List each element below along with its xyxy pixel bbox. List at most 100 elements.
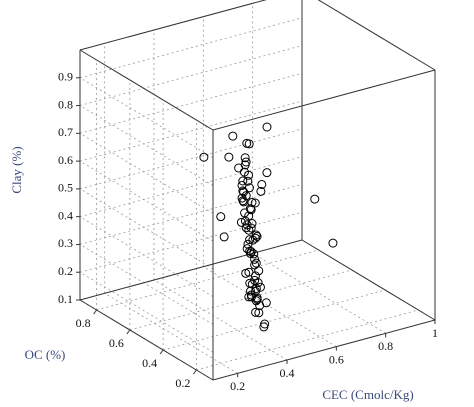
grid-line (79, 216, 214, 298)
z-tick-label: 0.1 (58, 292, 73, 306)
data-point (236, 217, 246, 227)
y-tick (93, 309, 98, 315)
data-point (250, 260, 260, 270)
z-tick-label: 0.8 (58, 97, 73, 111)
y-tick-label: 0.2 (175, 376, 190, 390)
data-point (241, 223, 251, 233)
data-point (237, 180, 247, 190)
z-tick-label: 0.7 (58, 125, 73, 139)
grid-line (79, 244, 214, 325)
data-point (249, 249, 259, 259)
data-point (240, 216, 250, 226)
data-point (247, 198, 257, 208)
grid-line (203, 266, 337, 348)
grid-line (79, 188, 214, 270)
z-tick-label: 0.4 (58, 208, 73, 222)
data-point (219, 232, 229, 242)
y-axis-title: OC (%) (25, 347, 66, 362)
z-tick-label: 0.2 (58, 264, 73, 278)
grid-line (129, 269, 352, 331)
data-point (250, 198, 260, 208)
data-point (246, 223, 256, 233)
x-axis-title: CEC (Cmolc/Kg) (322, 387, 413, 402)
grid-line (96, 249, 319, 311)
z-tick-label: 0.6 (58, 153, 73, 167)
data-point (199, 152, 209, 162)
y-tick (159, 349, 164, 355)
box-edge (79, 0, 267, 51)
grid-line (79, 211, 303, 273)
y-tick-label: 0.8 (76, 316, 91, 330)
data-point (251, 307, 261, 317)
data-point (252, 294, 262, 304)
z-tick-label: 0.9 (58, 70, 73, 84)
z-axis-title: Clay (%) (9, 146, 24, 193)
x-tick-label: 0.4 (280, 366, 295, 380)
data-point (246, 247, 256, 257)
grid-line (79, 184, 303, 245)
grid-line (163, 289, 386, 351)
data-point (245, 235, 255, 245)
data-point (216, 212, 226, 222)
x-tick-label: 0.2 (230, 379, 245, 393)
box-edge (317, 0, 436, 71)
data-point (238, 186, 248, 196)
grid-line (79, 156, 303, 218)
data-point (254, 266, 264, 276)
y-tick-label: 0.4 (142, 356, 157, 370)
grid-line (79, 72, 303, 134)
data-point (246, 286, 256, 296)
data-point (262, 122, 272, 132)
box-edge (79, 49, 214, 131)
grid-line (79, 45, 303, 106)
x-tick-label: 1 (432, 326, 438, 340)
data-point (254, 308, 264, 318)
grid-line (79, 160, 214, 242)
data-point (245, 248, 255, 258)
grid-line (79, 77, 214, 159)
y-tick (192, 369, 197, 375)
data-point (328, 238, 338, 248)
box-edge (301, 239, 436, 321)
data-point (238, 176, 248, 186)
data-point (257, 179, 267, 189)
data-point (241, 191, 251, 201)
y-tick (126, 329, 131, 335)
grid-line (79, 271, 214, 353)
data-point (256, 186, 266, 196)
grid-line (79, 105, 214, 186)
z-tick-label: 0.5 (58, 181, 73, 195)
grid-line (79, 128, 303, 190)
grid-line (104, 292, 238, 374)
data-point (255, 282, 265, 292)
data-point (240, 153, 250, 163)
data-point (244, 139, 254, 149)
grid-line (79, 132, 214, 214)
box-edge (212, 69, 436, 131)
data-point (250, 233, 260, 243)
x-tick-label: 0.6 (329, 352, 344, 366)
box-edge (212, 319, 436, 381)
z-tick-label: 0.3 (58, 236, 73, 250)
data-point (248, 235, 258, 245)
y-tick-label: 0.6 (109, 336, 124, 350)
grid-line (153, 279, 288, 361)
data-point (228, 131, 238, 141)
data-point (251, 296, 261, 306)
grid-line (79, 17, 303, 79)
data-point (247, 219, 257, 229)
data-point (310, 194, 320, 204)
data-point (224, 152, 234, 162)
data-point (244, 211, 254, 221)
data-point (243, 176, 253, 186)
data-point (261, 298, 271, 308)
grid-line (79, 100, 303, 162)
grid-line (252, 252, 386, 334)
box-edge (79, 299, 214, 381)
data-point (241, 157, 251, 167)
x-tick-label: 0.8 (378, 339, 393, 353)
data-point (239, 167, 249, 177)
grid-line (196, 309, 419, 371)
data-point (251, 230, 261, 240)
